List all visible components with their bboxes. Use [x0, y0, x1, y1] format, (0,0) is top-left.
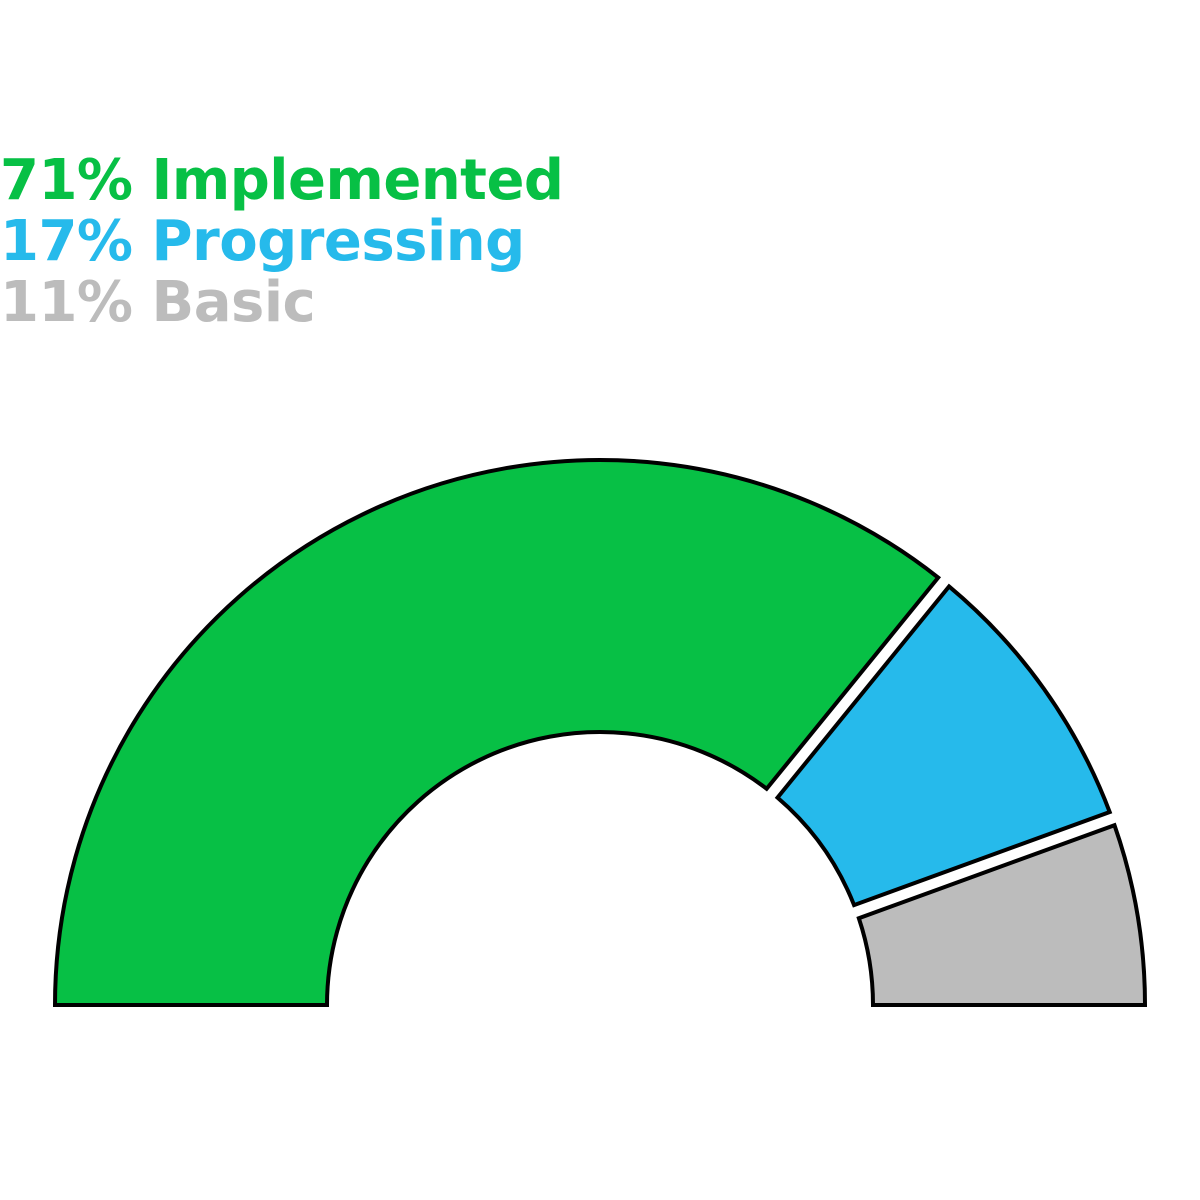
slices-group: [52, 458, 1148, 1007]
legend-label-implemented: 71% Implemented: [0, 148, 564, 213]
legend-label-basic: 11% Basic: [0, 270, 316, 335]
legend-label-progressing: 17% Progressing: [0, 209, 525, 274]
legend: 71% Implemented 17% Progressing 11% Basi…: [0, 150, 564, 333]
slice-basic: [856, 822, 1148, 1007]
slice-progressing: [774, 583, 1113, 908]
slice-implemented: [52, 458, 942, 1007]
